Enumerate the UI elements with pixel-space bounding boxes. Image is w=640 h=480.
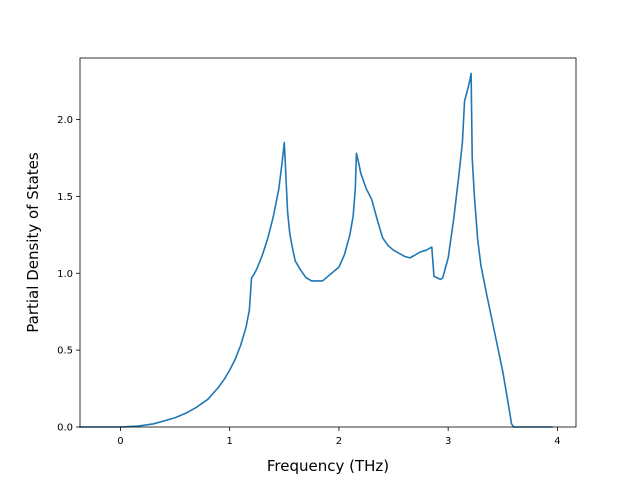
y-tick-label: 1.5 [57, 192, 73, 203]
y-axis-ticks: 0.0 0.5 1.0 1.5 2.0 [57, 115, 80, 434]
pdos-series-line [79, 72, 553, 428]
x-tick-label: 0 [117, 436, 123, 447]
x-tick-label: 3 [445, 436, 451, 447]
x-tick-label: 4 [554, 436, 560, 447]
y-tick-label: 0.0 [57, 423, 73, 434]
x-tick-label: 1 [226, 436, 232, 447]
y-tick-label: 1.0 [57, 269, 73, 280]
y-axis-label: Partial Density of States [24, 152, 42, 333]
plot-area: 0 1 2 3 4 0.0 0.5 1.0 1.5 2.0 [57, 57, 577, 447]
x-axis-ticks: 0 1 2 3 4 [117, 427, 561, 447]
y-tick-label: 2.0 [57, 115, 73, 126]
x-axis-label: Frequency (THz) [267, 457, 389, 475]
x-tick-label: 2 [336, 436, 342, 447]
axes-frame [79, 57, 577, 428]
y-tick-label: 0.5 [57, 346, 73, 357]
